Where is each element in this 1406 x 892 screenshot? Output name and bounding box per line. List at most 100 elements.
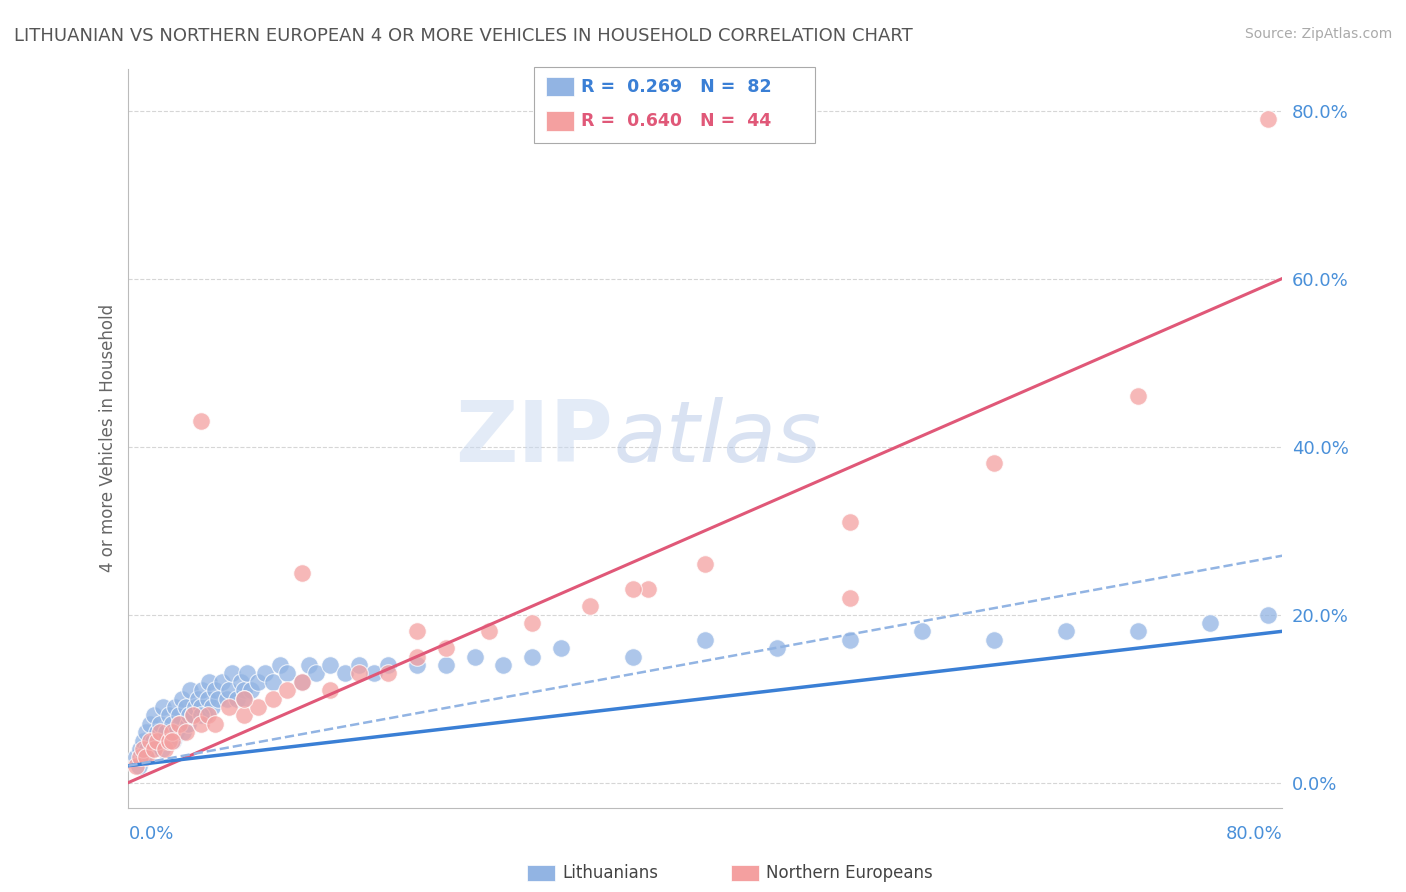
Point <box>134 750 156 764</box>
Point <box>157 708 180 723</box>
Text: R =  0.269   N =  82: R = 0.269 N = 82 <box>581 78 772 95</box>
Point <box>218 700 240 714</box>
Point <box>143 708 166 723</box>
Point <box>621 649 644 664</box>
Point <box>201 700 224 714</box>
Point <box>160 725 183 739</box>
Point <box>579 599 602 613</box>
Point <box>319 683 342 698</box>
Point <box>190 716 212 731</box>
Point <box>232 691 254 706</box>
Point <box>254 666 277 681</box>
Point <box>174 700 197 714</box>
Point <box>215 691 238 706</box>
Point <box>183 708 205 723</box>
Point <box>132 733 155 747</box>
Point <box>169 716 191 731</box>
Point <box>187 691 209 706</box>
Point <box>695 632 717 647</box>
Point <box>129 742 152 756</box>
Point <box>204 716 226 731</box>
Point <box>160 716 183 731</box>
Point <box>141 742 163 756</box>
Point <box>135 750 157 764</box>
Point <box>153 742 176 756</box>
Text: R =  0.640   N =  44: R = 0.640 N = 44 <box>581 112 770 130</box>
Point <box>305 666 328 681</box>
Text: 0.0%: 0.0% <box>128 824 174 843</box>
Point <box>347 666 370 681</box>
Y-axis label: 4 or more Vehicles in Household: 4 or more Vehicles in Household <box>100 304 117 572</box>
Point <box>174 725 197 739</box>
Point <box>160 733 183 747</box>
Point <box>194 708 217 723</box>
Point <box>157 733 180 747</box>
Point <box>838 591 860 605</box>
Point <box>172 725 194 739</box>
Point <box>522 615 544 630</box>
Point <box>1199 615 1222 630</box>
Point <box>478 624 501 639</box>
Point <box>225 691 247 706</box>
Point <box>1257 112 1279 126</box>
Point <box>247 674 270 689</box>
Point <box>129 750 152 764</box>
Point <box>162 733 184 747</box>
Point <box>184 700 207 714</box>
Point <box>136 742 159 756</box>
Point <box>167 716 190 731</box>
Point <box>163 700 186 714</box>
Point <box>406 624 429 639</box>
Point <box>1126 624 1149 639</box>
Point <box>838 515 860 529</box>
Point <box>143 742 166 756</box>
Point <box>1257 607 1279 622</box>
Point <box>139 733 162 747</box>
Point <box>177 708 200 723</box>
Point <box>464 649 486 664</box>
Point <box>983 456 1005 470</box>
Point <box>179 683 201 698</box>
Point <box>229 674 252 689</box>
Text: Northern Europeans: Northern Europeans <box>766 864 934 882</box>
Point <box>128 758 150 772</box>
Point <box>983 632 1005 647</box>
Point <box>276 666 298 681</box>
Point <box>347 657 370 672</box>
Point <box>139 716 162 731</box>
Point <box>125 758 148 772</box>
Text: Source: ZipAtlas.com: Source: ZipAtlas.com <box>1244 27 1392 41</box>
Point <box>149 725 172 739</box>
Point <box>262 674 284 689</box>
Text: Lithuanians: Lithuanians <box>562 864 658 882</box>
Text: atlas: atlas <box>613 397 821 480</box>
Point <box>269 657 291 672</box>
Point <box>492 657 515 672</box>
Point <box>235 666 257 681</box>
Point <box>290 674 312 689</box>
Point <box>434 641 457 656</box>
Point <box>290 566 312 580</box>
Point <box>135 725 157 739</box>
Point <box>1054 624 1077 639</box>
Point <box>298 657 321 672</box>
Point <box>363 666 385 681</box>
Point <box>232 691 254 706</box>
Text: ZIP: ZIP <box>456 397 613 480</box>
Point <box>146 725 169 739</box>
Point <box>262 691 284 706</box>
Point <box>152 700 174 714</box>
Point <box>276 683 298 698</box>
Point <box>197 708 219 723</box>
Point <box>406 657 429 672</box>
Point <box>190 700 212 714</box>
Point <box>165 725 187 739</box>
Point <box>149 716 172 731</box>
Point <box>191 683 214 698</box>
Point <box>190 708 212 723</box>
Point <box>290 674 312 689</box>
Point <box>146 733 169 747</box>
Point <box>204 683 226 698</box>
Point <box>377 666 399 681</box>
Point <box>319 657 342 672</box>
